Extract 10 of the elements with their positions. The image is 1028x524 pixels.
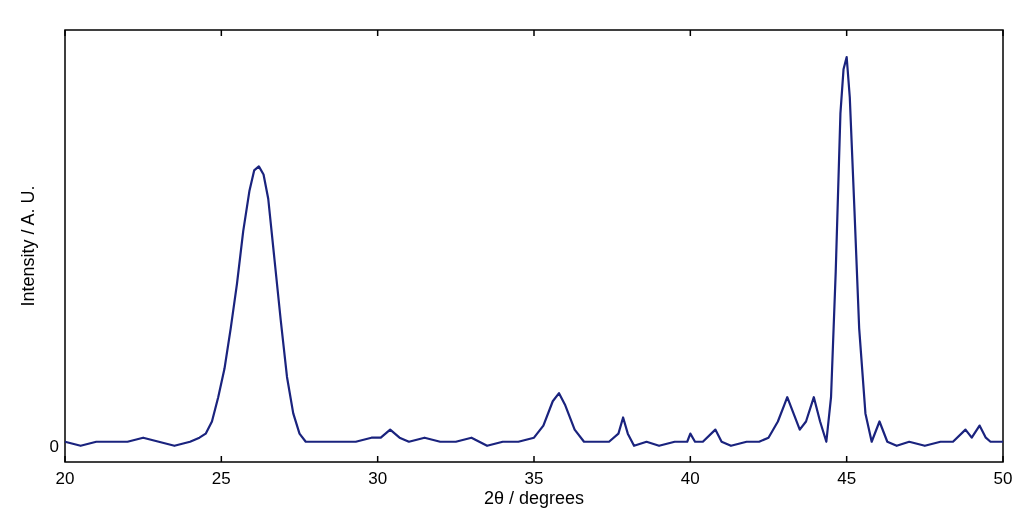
x-tick-label: 35	[524, 469, 544, 488]
x-tick-label: 25	[211, 469, 231, 488]
x-axis-title: 2θ / degrees	[483, 488, 585, 508]
x-tick-label: 50	[993, 469, 1013, 488]
x-tick-label: 20	[55, 469, 75, 488]
x-tick-label: 40	[680, 469, 700, 488]
annotation: 0	[49, 436, 59, 456]
x-tick-label: 45	[837, 469, 857, 488]
y-axis-title: Intensity / A. U.	[18, 185, 38, 307]
x-tick-label: 30	[368, 469, 388, 488]
